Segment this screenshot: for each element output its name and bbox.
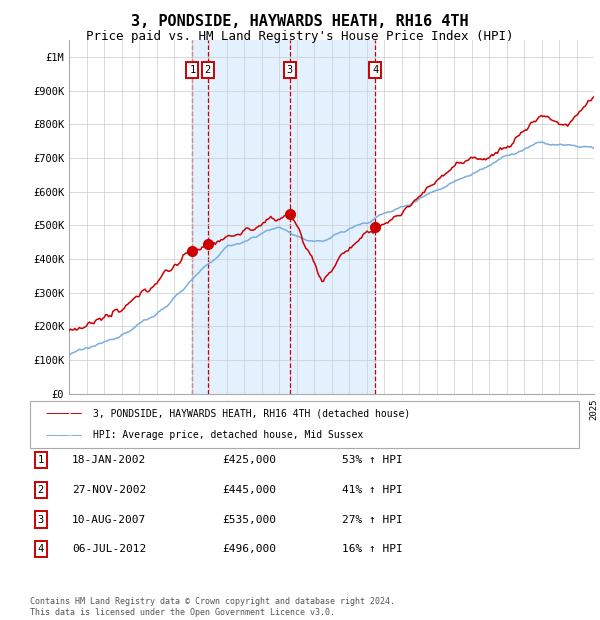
Text: 4: 4: [38, 544, 44, 554]
Text: £445,000: £445,000: [222, 485, 276, 495]
Text: 16% ↑ HPI: 16% ↑ HPI: [342, 544, 403, 554]
Text: 10-AUG-2007: 10-AUG-2007: [72, 515, 146, 525]
Text: 2: 2: [205, 65, 211, 76]
Text: £496,000: £496,000: [222, 544, 276, 554]
Text: 1: 1: [189, 65, 196, 76]
Text: 53% ↑ HPI: 53% ↑ HPI: [342, 455, 403, 465]
Text: Price paid vs. HM Land Registry's House Price Index (HPI): Price paid vs. HM Land Registry's House …: [86, 30, 514, 43]
Text: ———: ———: [45, 407, 83, 420]
Text: 41% ↑ HPI: 41% ↑ HPI: [342, 485, 403, 495]
Text: 27% ↑ HPI: 27% ↑ HPI: [342, 515, 403, 525]
Text: 27-NOV-2002: 27-NOV-2002: [72, 485, 146, 495]
Text: Contains HM Land Registry data © Crown copyright and database right 2024.
This d: Contains HM Land Registry data © Crown c…: [30, 598, 395, 617]
Text: 06-JUL-2012: 06-JUL-2012: [72, 544, 146, 554]
Text: 3: 3: [38, 515, 44, 525]
Text: 18-JAN-2002: 18-JAN-2002: [72, 455, 146, 465]
Text: 3: 3: [287, 65, 293, 76]
Text: £535,000: £535,000: [222, 515, 276, 525]
Text: 1: 1: [38, 455, 44, 465]
Text: 3, PONDSIDE, HAYWARDS HEATH, RH16 4TH (detached house): 3, PONDSIDE, HAYWARDS HEATH, RH16 4TH (d…: [93, 409, 410, 419]
Text: 3, PONDSIDE, HAYWARDS HEATH, RH16 4TH: 3, PONDSIDE, HAYWARDS HEATH, RH16 4TH: [131, 14, 469, 29]
Bar: [290, 40, 376, 394]
Text: 2: 2: [38, 485, 44, 495]
Text: HPI: Average price, detached house, Mid Sussex: HPI: Average price, detached house, Mid …: [93, 430, 363, 440]
Text: 4: 4: [373, 65, 379, 76]
Text: ———: ———: [45, 428, 83, 441]
Text: £425,000: £425,000: [222, 455, 276, 465]
Bar: [193, 40, 290, 394]
